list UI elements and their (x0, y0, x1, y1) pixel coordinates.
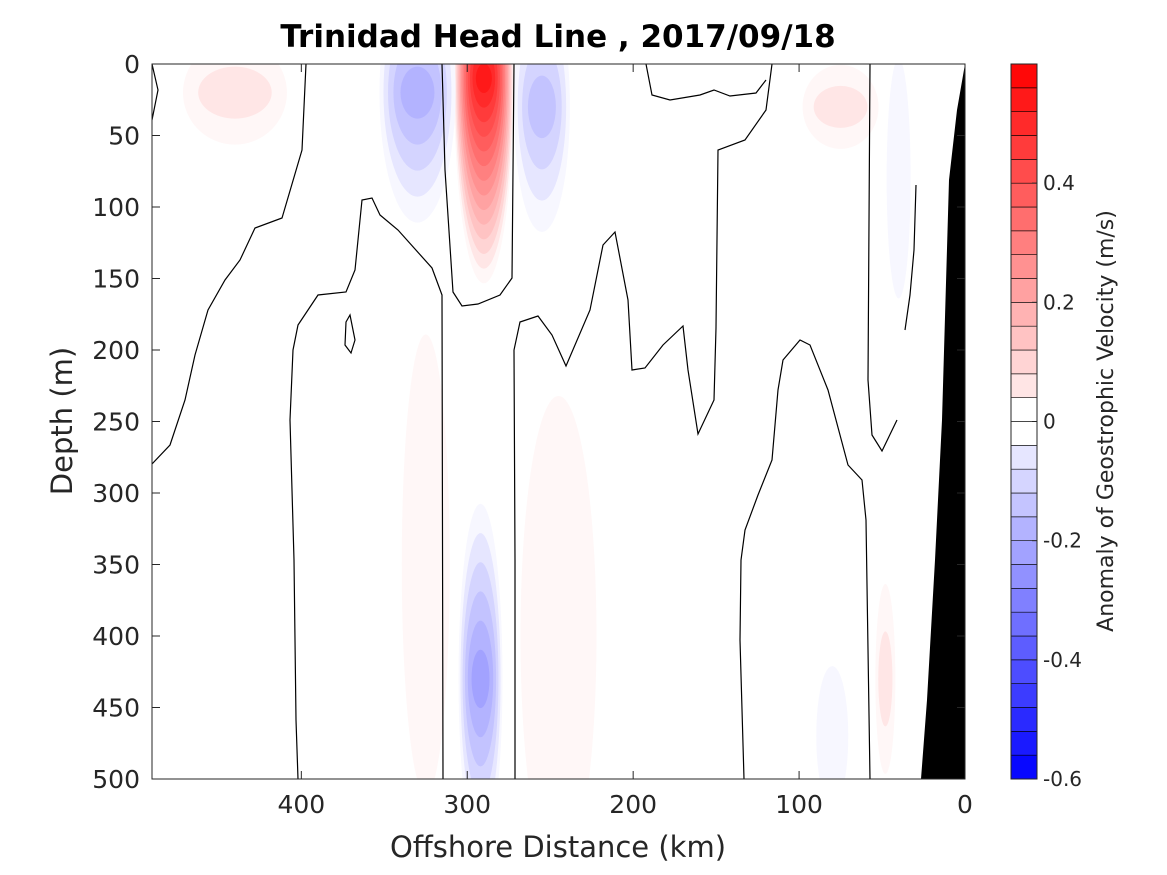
colorbar-bin (1010, 87, 1038, 112)
y-tick-label: 350 (92, 551, 140, 580)
zero-contour (867, 64, 898, 453)
colorbar-bin (1010, 492, 1038, 518)
colorbar-bin (1010, 635, 1038, 661)
bottom-topography (921, 64, 965, 779)
plot-area (152, 64, 965, 779)
x-tick-label: 0 (957, 790, 973, 819)
colorbar-bin (1010, 135, 1038, 160)
velocity-band (198, 66, 272, 119)
velocity-band (813, 85, 868, 128)
colorbar-bin (1010, 468, 1038, 494)
x-axis-label: Offshore Distance (km) (390, 830, 726, 864)
velocity-band (400, 66, 435, 119)
velocity-field (182, 64, 911, 779)
zero-contour (513, 64, 773, 779)
y-tick-label: 0 (124, 50, 140, 79)
colorbar-bin (1010, 325, 1038, 351)
colorbar-bin (1010, 731, 1038, 756)
velocity-band (401, 334, 450, 779)
velocity-band (878, 631, 893, 727)
colorbar-bin (1010, 159, 1038, 184)
colorbar-tick-label: -0.2 (1043, 529, 1082, 553)
colorbar-bin (1010, 445, 1038, 470)
colorbar-bin (1010, 206, 1038, 232)
velocity-band (475, 64, 492, 93)
colorbar-bin (1010, 540, 1038, 565)
zero-contour (289, 197, 444, 779)
y-tick-label: 50 (108, 122, 140, 151)
colorbar-bin (1010, 516, 1038, 541)
colorbar-bin (1010, 397, 1038, 422)
zero-contour (645, 64, 767, 101)
colorbar-bin (1010, 254, 1038, 279)
zero-contour (441, 64, 515, 307)
y-tick-label: 450 (92, 694, 140, 723)
colorbar-bin (1010, 349, 1038, 375)
colorbar-tick-label: -0.4 (1043, 648, 1082, 672)
velocity-band (527, 75, 556, 139)
y-tick-label: 150 (92, 265, 140, 294)
y-tick-label: 400 (92, 622, 140, 651)
colorbar-bin (1010, 421, 1038, 446)
colorbar-tick-label: 0 (1043, 410, 1056, 434)
colorbar-bin (1010, 63, 1038, 89)
y-tick-label: 300 (92, 479, 140, 508)
colorbar-bin (1010, 754, 1038, 780)
colorbar-bin (1010, 683, 1038, 708)
zero-contour (344, 313, 356, 355)
colorbar-bin (1010, 659, 1038, 684)
x-tick-label: 100 (775, 790, 823, 819)
colorbar-bin (1010, 564, 1038, 589)
velocity-band (816, 666, 849, 779)
zero-contour (904, 184, 917, 331)
zero-contour (152, 64, 159, 121)
y-axis: 0 50 100 150 200 250 300 350 400 450 500 (92, 50, 965, 794)
x-tick-label: 300 (443, 790, 491, 819)
colorbar-bin (1010, 373, 1038, 398)
colorbar-bin (1010, 707, 1038, 732)
y-tick-label: 200 (92, 336, 140, 365)
colorbar-bin (1010, 182, 1038, 208)
y-tick-label: 250 (92, 408, 140, 437)
colorbar-bin (1010, 278, 1038, 303)
zero-contour (739, 339, 871, 779)
y-tick-label: 100 (92, 193, 140, 222)
zero-contour (152, 64, 307, 465)
colorbar-label: Anomaly of Geostrophic Velocity (m/s) (1094, 210, 1119, 632)
colorbar-ticks: -0.6 -0.4 -0.2 0 0.2 0.4 (1032, 171, 1082, 791)
colorbar-bin (1010, 230, 1038, 255)
velocity-band (886, 64, 911, 299)
colorbar-bin (1010, 111, 1038, 136)
colorbar-bin (1010, 588, 1038, 613)
colorbar-tick-label: 0.4 (1043, 171, 1075, 195)
y-axis-label: Depth (m) (45, 347, 79, 495)
x-tick-label: 400 (277, 790, 325, 819)
velocity-band (520, 396, 597, 779)
x-tick-label: 200 (609, 790, 657, 819)
colorbar-bin (1010, 302, 1038, 327)
chart-title: Trinidad Head Line , 2017/09/18 (280, 19, 835, 55)
x-axis: 400 300 200 100 0 (277, 64, 973, 819)
y-tick-label: 500 (92, 765, 140, 794)
velocity-band (471, 649, 490, 709)
zero-contours (152, 64, 917, 779)
colorbar-tick-label: 0.2 (1043, 290, 1075, 314)
colorbar-bin (1010, 611, 1038, 637)
colorbar-tick-label: -0.6 (1043, 767, 1082, 791)
